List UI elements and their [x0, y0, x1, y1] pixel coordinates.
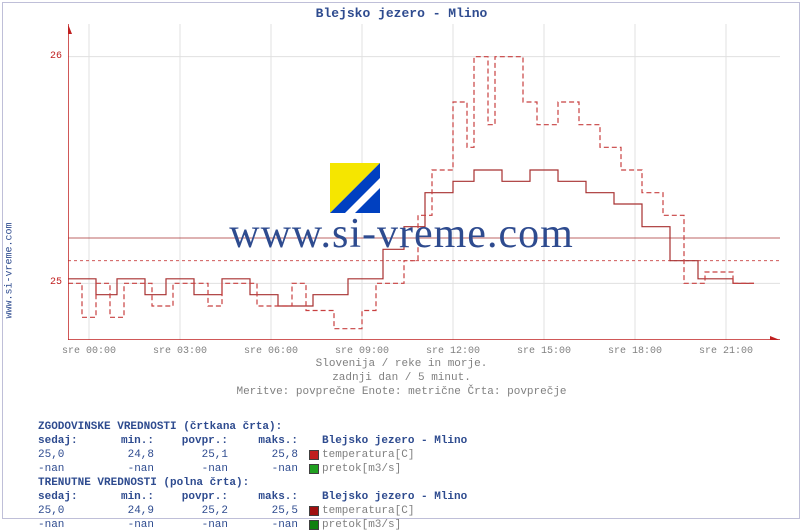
hist-flow-sedaj: -nan: [38, 462, 98, 476]
hist-flow-min: -nan: [98, 462, 162, 476]
x-tick-label: sre 21:00: [699, 346, 753, 357]
subtitle-line-1: Slovenija / reke in morje.: [0, 358, 803, 370]
swatch-temp-curr-icon: [309, 506, 319, 516]
legend-station-curr: Blejsko jezero - Mlino: [322, 490, 467, 504]
swatch-flow-hist-icon: [309, 464, 319, 474]
hist-temp-avg: 25,1: [162, 448, 236, 462]
col-sedaj-2: sedaj:: [38, 490, 98, 504]
curr-temp-min: 24,9: [98, 504, 162, 518]
col-max-2: maks.:: [236, 490, 306, 504]
legend-block: ZGODOVINSKE VREDNOSTI (črtkana črta): se…: [38, 420, 467, 532]
curr-temp-sedaj: 25,0: [38, 504, 98, 518]
subtitle-line-2: zadnji dan / 5 minut.: [0, 372, 803, 384]
subtitle-line-3: Meritve: povprečne Enote: metrične Črta:…: [0, 386, 803, 398]
y-tick-label: 26: [36, 51, 62, 62]
curr-flow-sedaj: -nan: [38, 518, 98, 532]
col-avg: povpr.:: [162, 434, 236, 448]
legend-flow-label-2: pretok[m3/s]: [322, 518, 401, 532]
chart-title: Blejsko jezero - Mlino: [0, 6, 803, 21]
x-tick-label: sre 15:00: [517, 346, 571, 357]
x-tick-label: sre 09:00: [335, 346, 389, 357]
hist-temp-sedaj: 25,0: [38, 448, 98, 462]
plot-area: 2526 sre 00:00sre 03:00sre 06:00sre 09:0…: [68, 24, 780, 340]
curr-temp-max: 25,5: [236, 504, 306, 518]
legend-flow-label-1: pretok[m3/s]: [322, 462, 401, 476]
hist-flow-avg: -nan: [162, 462, 236, 476]
chart-svg: [68, 24, 780, 340]
legend-historic-header: ZGODOVINSKE VREDNOSTI (črtkana črta):: [38, 420, 467, 434]
curr-temp-avg: 25,2: [162, 504, 236, 518]
swatch-temp-hist-icon: [309, 450, 319, 460]
hist-temp-max: 25,8: [236, 448, 306, 462]
curr-flow-max: -nan: [236, 518, 306, 532]
x-tick-label: sre 12:00: [426, 346, 480, 357]
x-tick-label: sre 18:00: [608, 346, 662, 357]
legend-station-hist: Blejsko jezero - Mlino: [322, 434, 467, 448]
logo-icon: [330, 163, 380, 213]
y-tick-label: 25: [36, 277, 62, 288]
col-min: min.:: [98, 434, 162, 448]
legend-current-header: TRENUTNE VREDNOSTI (polna črta):: [38, 476, 467, 490]
legend-temp-label-1: temperatura[C]: [322, 448, 414, 462]
watermark-text: www.si-vreme.com: [0, 210, 803, 258]
col-min-2: min.:: [98, 490, 162, 504]
x-tick-label: sre 03:00: [153, 346, 207, 357]
col-avg-2: povpr.:: [162, 490, 236, 504]
x-tick-label: sre 06:00: [244, 346, 298, 357]
curr-flow-avg: -nan: [162, 518, 236, 532]
legend-temp-label-2: temperatura[C]: [322, 504, 414, 518]
hist-flow-max: -nan: [236, 462, 306, 476]
col-sedaj: sedaj:: [38, 434, 98, 448]
hist-temp-min: 24,8: [98, 448, 162, 462]
curr-flow-min: -nan: [98, 518, 162, 532]
x-tick-label: sre 00:00: [62, 346, 116, 357]
col-max: maks.:: [236, 434, 306, 448]
